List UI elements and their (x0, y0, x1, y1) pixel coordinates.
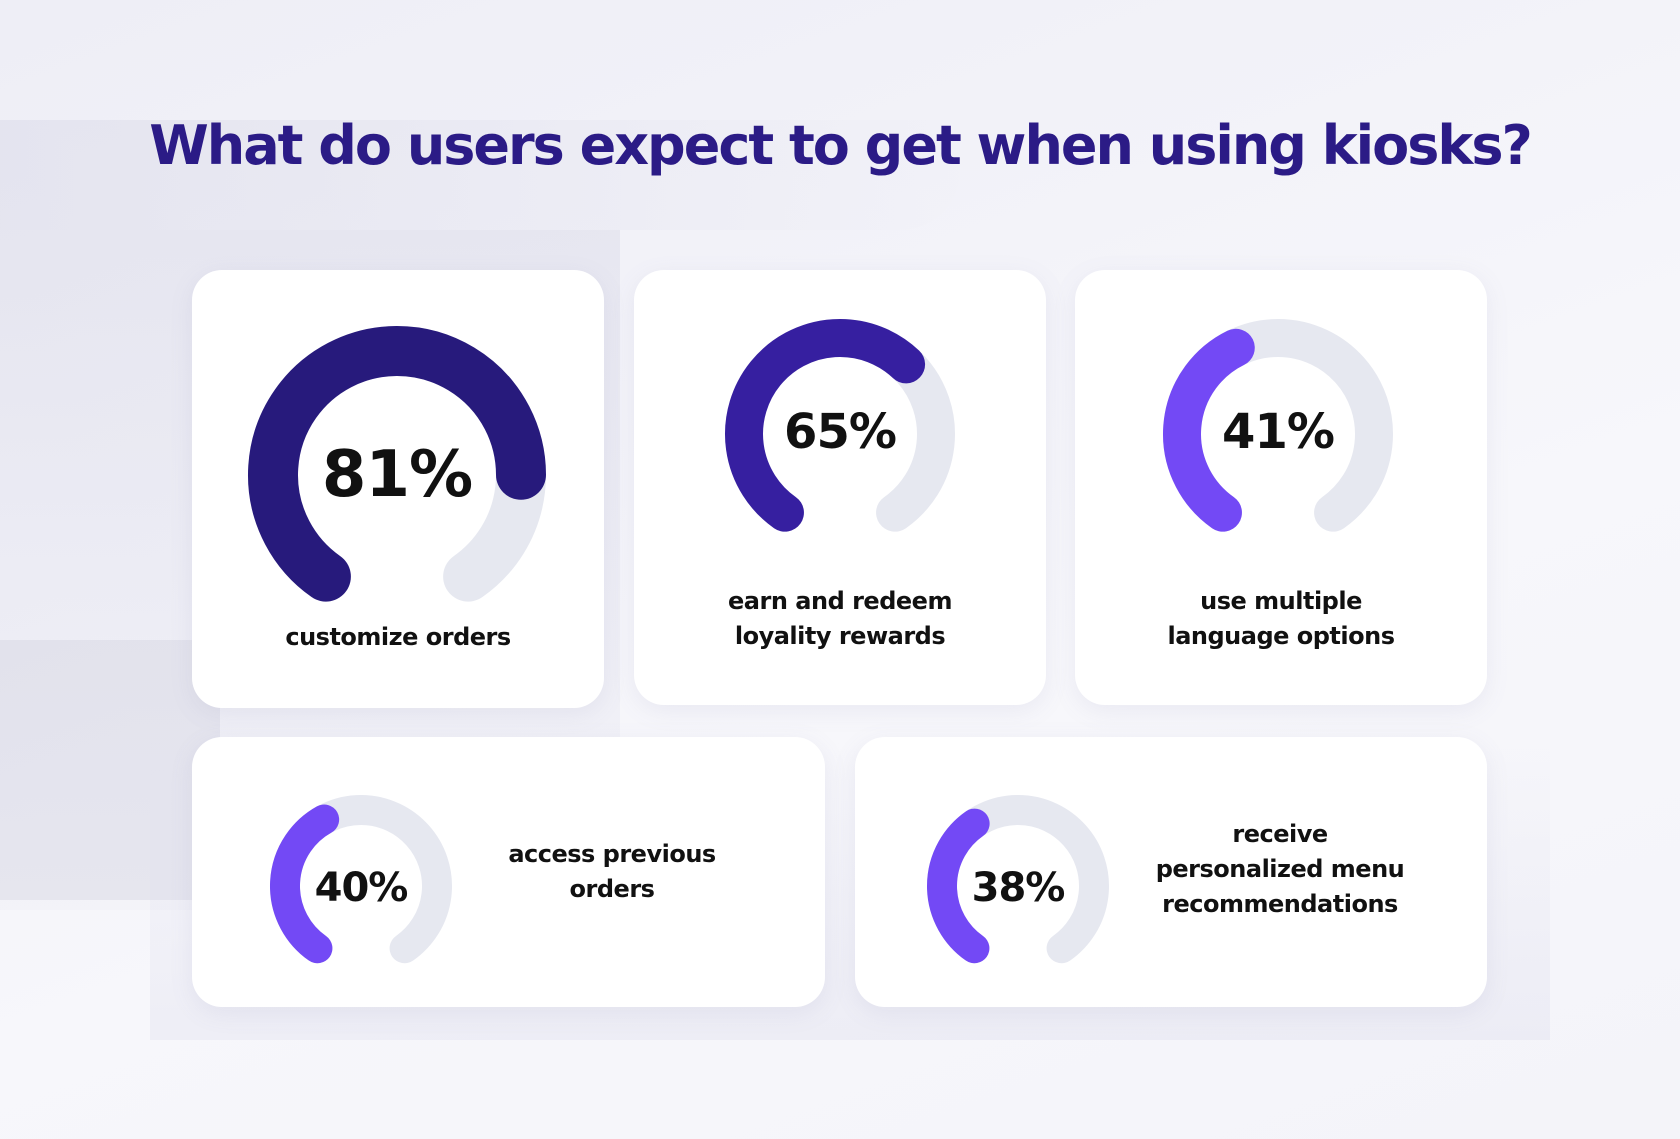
gauge-fill (270, 804, 340, 964)
gauge (248, 326, 546, 602)
gauge-value-label: 40% (314, 865, 409, 911)
caption-line: loyality rewards (734, 622, 946, 650)
gauge-caption: receive personalized menu recommendation… (1125, 817, 1435, 922)
stat-card-language-options: 41% use multiple language options (1075, 270, 1487, 705)
gauge-value-label: 81% (321, 438, 473, 512)
gauge-caption: earn and redeem loyality rewards (634, 584, 1046, 654)
caption-line: earn and redeem (728, 587, 952, 615)
stat-card-menu-recommendations: 38% receive personalized menu recommenda… (855, 737, 1487, 1007)
gauge-caption: use multiple language options (1075, 584, 1487, 654)
stat-card-loyalty-rewards: 65% earn and redeem loyality rewards (634, 270, 1046, 705)
gauge (270, 795, 452, 964)
gauge-value-label: 41% (1222, 404, 1335, 460)
gauge-fill (1163, 328, 1255, 532)
page-title: What do users expect to get when using k… (149, 114, 1533, 177)
background-shape (0, 640, 220, 900)
gauge (927, 795, 1109, 964)
gauge (725, 319, 955, 532)
caption-line: orders (569, 875, 655, 903)
gauge-fill (725, 319, 926, 532)
gauge-caption: access previous orders (482, 837, 742, 907)
caption-line: use multiple (1200, 587, 1362, 615)
gauge-value-label: 65% (784, 404, 897, 460)
stat-card-customize-orders: 81% customize orders (192, 270, 604, 708)
caption-line: recommendations (1162, 890, 1398, 918)
gauge-fill (927, 808, 990, 964)
caption-line: access previous (508, 840, 716, 868)
caption-line: language options (1167, 622, 1395, 650)
gauge (1163, 319, 1393, 532)
gauge-fill (248, 326, 546, 602)
caption-line: customize orders (285, 623, 511, 651)
caption-line: personalized menu (1155, 855, 1405, 883)
gauge-value-label: 38% (971, 865, 1066, 911)
stat-card-previous-orders: 40% access previous orders (192, 737, 825, 1007)
caption-line: receive (1232, 820, 1328, 848)
gauge-caption: customize orders (192, 620, 604, 655)
